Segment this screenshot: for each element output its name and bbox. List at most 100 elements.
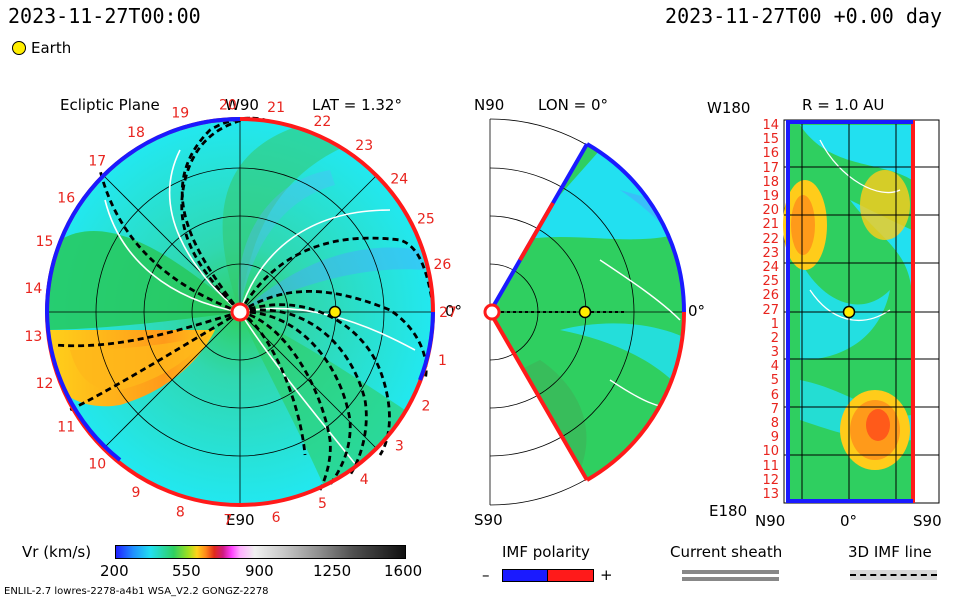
sphere-y-label-16: 16 — [762, 146, 779, 162]
carrington-label-8: 8 — [176, 504, 185, 520]
carrington-label-2: 2 — [421, 398, 430, 414]
earth-marker-ecliptic — [328, 305, 342, 319]
colorbar-tick-550: 550 — [172, 562, 201, 580]
carrington-label-13: 13 — [24, 329, 42, 345]
earth-marker-meridional — [578, 305, 592, 319]
sphere-y-label-7: 7 — [770, 401, 779, 417]
sphere-y-label-18: 18 — [762, 174, 779, 190]
ecliptic-negative-sector — [44, 117, 241, 462]
ecliptic-right-label: 0° — [445, 302, 463, 320]
carrington-label-24: 24 — [390, 171, 408, 187]
model-footer: ENLIL-2.7 lowres-2278-a4b1 WSA_V2.2 GONG… — [4, 586, 269, 597]
carrington-label-15: 15 — [36, 234, 54, 250]
carrington-label-21: 21 — [267, 100, 285, 116]
earth-legend-label: Earth — [31, 39, 72, 57]
carrington-label-4: 4 — [360, 472, 369, 488]
earth-marker-sphere — [842, 305, 856, 319]
sun-marker-meridional — [483, 303, 501, 321]
carrington-label-25: 25 — [417, 212, 435, 228]
right-datetime: 2023-11-27T00 +0.00 day — [665, 4, 942, 28]
sphere-y-label-15: 15 — [762, 132, 779, 148]
imf-polarity-minus: – — [482, 566, 490, 584]
sphere-x-label-s90: S90 — [913, 512, 942, 530]
imf-line-swatch-dash — [850, 574, 937, 576]
carrington-label-11: 11 — [57, 419, 75, 435]
sphere-y-label-3: 3 — [770, 345, 779, 361]
ecliptic-top-label: W90 — [225, 96, 259, 114]
sphere-y-label-11: 11 — [762, 458, 779, 474]
current-sheath-line-bottom — [682, 577, 779, 581]
carrington-label-20: 20 — [219, 97, 237, 113]
colorbar-gradient — [115, 545, 406, 559]
sphere-y-label-19: 19 — [762, 188, 779, 204]
carrington-label-6: 6 — [272, 510, 281, 526]
sphere-x-label-n90: N90 — [755, 512, 786, 530]
sphere-y-label-21: 21 — [762, 217, 779, 233]
carrington-label-27: 27 — [439, 305, 457, 321]
carrington-label-19: 19 — [171, 106, 189, 122]
ecliptic-lat-label: LAT = 1.32° — [312, 96, 402, 114]
sphere-y-label-22: 22 — [762, 231, 779, 247]
sphere-y-label-9: 9 — [770, 430, 779, 446]
carrington-label-5: 5 — [318, 496, 327, 512]
sphere-y-label-8: 8 — [770, 416, 779, 432]
current-sheath-line-top — [682, 570, 779, 574]
sphere-y-label-12: 12 — [762, 472, 779, 488]
carrington-label-1: 1 — [438, 353, 447, 369]
carrington-label-16: 16 — [57, 191, 75, 207]
earth-legend-icon — [12, 41, 26, 55]
imf-polarity-plus: + — [600, 566, 613, 584]
carrington-label-17: 17 — [88, 154, 106, 170]
carrington-label-23: 23 — [355, 138, 373, 154]
sphere-y-label-1: 1 — [770, 316, 779, 332]
sphere-y-label-27: 27 — [762, 302, 779, 318]
sphere-y-label-10: 10 — [762, 444, 779, 460]
carrington-label-3: 3 — [395, 439, 404, 455]
imf-polarity-title: IMF polarity — [502, 543, 590, 561]
sphere-y-label-5: 5 — [770, 373, 779, 389]
carrington-label-7: 7 — [223, 513, 232, 529]
colorbar-tick-1250: 1250 — [313, 562, 352, 580]
colorbar-tick-900: 900 — [245, 562, 274, 580]
sphere-y-label-6: 6 — [770, 387, 779, 403]
sun-marker — [230, 302, 250, 322]
imf-line-title: 3D IMF line — [848, 543, 932, 561]
carrington-label-14: 14 — [24, 281, 42, 297]
sphere-y-label-23: 23 — [762, 245, 779, 261]
imf-positive-swatch — [547, 569, 594, 582]
colorbar-tick-200: 200 — [100, 562, 129, 580]
current-sheath-title: Current sheath — [670, 543, 783, 561]
colorbar-tick-1600: 1600 — [384, 562, 423, 580]
sphere-corner-bottom: E180 — [709, 502, 748, 520]
left-datetime: 2023-11-27T00:00 — [8, 4, 201, 28]
meridional-right-label: 0° — [688, 302, 706, 320]
sphere-y-label-13: 13 — [762, 487, 779, 502]
carrington-label-12: 12 — [36, 376, 54, 392]
sphere-y-label-4: 4 — [770, 359, 779, 375]
carrington-label-9: 9 — [132, 485, 141, 501]
carrington-label-18: 18 — [127, 125, 145, 141]
sphere-y-label-26: 26 — [762, 288, 779, 304]
colorbar-label: Vr (km/s) — [22, 543, 92, 561]
sphere-y-label-20: 20 — [762, 203, 779, 219]
sphere-corner-top: W180 — [707, 99, 751, 117]
sphere-y-label-2: 2 — [770, 330, 779, 346]
meridional-lon-label: LON = 0° — [538, 96, 608, 114]
sphere-y-label-24: 24 — [762, 259, 779, 275]
sphere-y-label-25: 25 — [762, 274, 779, 290]
sphere-y-label-14: 14 — [762, 118, 779, 133]
ecliptic-bottom-label: E90 — [226, 511, 255, 529]
sphere-y-label-17: 17 — [762, 160, 779, 176]
meridional-bottom-label: S90 — [474, 511, 503, 529]
carrington-label-26: 26 — [433, 257, 451, 273]
sphere-x-label-0: 0° — [840, 512, 858, 530]
sphere-title: R = 1.0 AU — [802, 96, 885, 114]
carrington-label-10: 10 — [88, 456, 106, 472]
meridional-top-label: N90 — [474, 96, 505, 114]
ecliptic-title: Ecliptic Plane — [60, 96, 160, 114]
carrington-label-22: 22 — [313, 114, 331, 130]
imf-negative-swatch — [502, 569, 549, 582]
